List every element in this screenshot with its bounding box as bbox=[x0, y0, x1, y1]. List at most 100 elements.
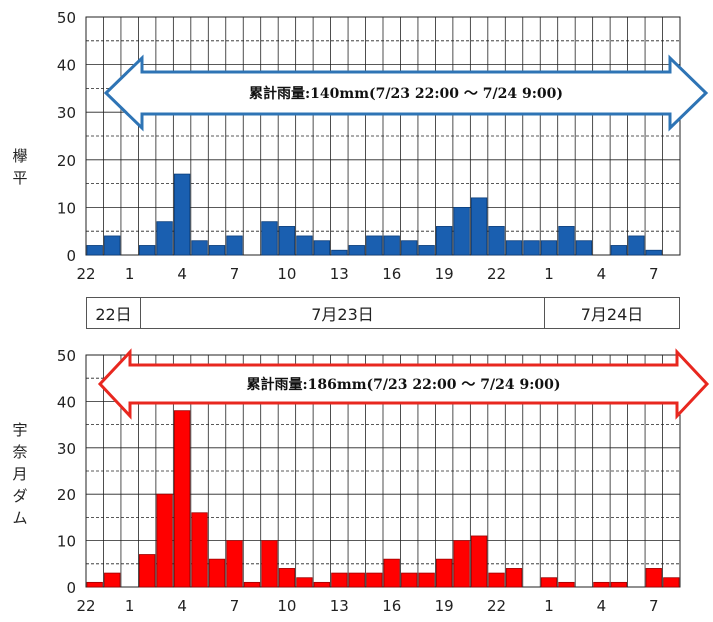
y-tick-label: 30 bbox=[57, 104, 76, 122]
rain-bar bbox=[366, 572, 383, 588]
station-label-char: 欅 bbox=[12, 147, 27, 165]
station-label-char: 奈 bbox=[12, 443, 27, 461]
y-tick-label: 0 bbox=[66, 247, 76, 265]
x-tick-label: 7 bbox=[230, 597, 240, 615]
x-tick-label: 22 bbox=[487, 597, 506, 615]
rain-bar bbox=[208, 558, 226, 588]
rain-bar bbox=[173, 410, 191, 588]
x-tick-label: 22 bbox=[487, 265, 506, 283]
cumulative-rainfall-annotation: 累計雨量:186mm(7/23 22:00 ～ 7/24 9:00) bbox=[247, 376, 561, 393]
y-tick-label: 40 bbox=[57, 393, 76, 411]
rain-bar bbox=[401, 240, 418, 256]
y-tick-label: 10 bbox=[57, 533, 76, 551]
rain-bar bbox=[453, 540, 470, 588]
x-tick-label: 1 bbox=[544, 597, 554, 615]
station-label-char: 平 bbox=[12, 169, 27, 187]
rain-bar bbox=[261, 540, 278, 588]
station-label-char: ダ bbox=[12, 487, 27, 505]
rain-bar bbox=[86, 245, 103, 256]
x-tick-label: 19 bbox=[435, 597, 454, 615]
x-tick-label: 7 bbox=[230, 265, 240, 283]
rain-bar bbox=[278, 568, 296, 588]
rain-bar bbox=[348, 245, 365, 256]
rain-bar bbox=[575, 240, 593, 256]
cumulative-period-arrow bbox=[103, 54, 709, 132]
y-tick-label: 10 bbox=[57, 199, 76, 217]
rain-bar bbox=[331, 572, 348, 588]
station-label-char: 月 bbox=[12, 465, 27, 483]
x-tick-label: 13 bbox=[330, 597, 349, 615]
rain-bar bbox=[348, 572, 365, 588]
x-tick-label: 19 bbox=[435, 265, 454, 283]
rain-bar bbox=[173, 173, 191, 256]
rain-bar bbox=[470, 197, 488, 256]
rain-bar bbox=[645, 568, 662, 588]
x-tick-label: 7 bbox=[649, 597, 659, 615]
rain-bar bbox=[139, 245, 156, 256]
rain-bar bbox=[366, 235, 383, 256]
rain-bar bbox=[453, 206, 470, 256]
rain-bar bbox=[261, 221, 278, 256]
rain-bar bbox=[418, 245, 435, 256]
x-tick-label: 1 bbox=[125, 265, 135, 283]
y-tick-label: 30 bbox=[57, 440, 76, 458]
rain-bar bbox=[488, 572, 505, 588]
rain-bar bbox=[436, 226, 453, 256]
rain-bar bbox=[610, 581, 627, 588]
rain-bar bbox=[628, 235, 645, 256]
x-tick-label: 4 bbox=[177, 265, 187, 283]
rain-bar bbox=[401, 572, 418, 588]
x-tick-label: 1 bbox=[544, 265, 554, 283]
x-tick-label: 16 bbox=[382, 597, 401, 615]
y-tick-label: 40 bbox=[57, 57, 76, 75]
x-tick-label: 4 bbox=[597, 265, 607, 283]
rain-bar bbox=[243, 581, 261, 588]
rain-bar bbox=[505, 568, 523, 588]
y-tick-label: 0 bbox=[66, 579, 76, 597]
x-tick-label: 22 bbox=[76, 265, 95, 283]
rain-bar bbox=[208, 245, 226, 256]
rain-bar bbox=[488, 226, 505, 256]
date-label-22: 22日 bbox=[86, 297, 141, 329]
rain-bar bbox=[593, 581, 610, 588]
rain-bar bbox=[226, 235, 243, 256]
cumulative-rainfall-annotation: 累計雨量:140mm(7/23 22:00 ～ 7/24 9:00) bbox=[249, 85, 563, 102]
x-tick-label: 10 bbox=[277, 597, 296, 615]
rain-bar bbox=[313, 240, 330, 256]
rain-bar bbox=[418, 572, 435, 588]
rain-bar bbox=[331, 249, 348, 256]
rain-bar bbox=[296, 235, 313, 256]
x-tick-label: 4 bbox=[597, 597, 607, 615]
rain-bar bbox=[296, 577, 313, 588]
rain-bar bbox=[104, 235, 121, 256]
rain-bar bbox=[540, 240, 558, 256]
rain-bar bbox=[610, 245, 627, 256]
rain-bar bbox=[156, 493, 173, 588]
rain-bar bbox=[436, 558, 453, 588]
y-tick-label: 50 bbox=[57, 347, 76, 365]
rain-bar bbox=[191, 240, 208, 256]
y-tick-label: 20 bbox=[57, 486, 76, 504]
x-tick-label: 1 bbox=[125, 597, 135, 615]
rain-bar bbox=[278, 226, 296, 256]
y-tick-label: 20 bbox=[57, 152, 76, 170]
x-tick-label: 13 bbox=[330, 265, 349, 283]
rain-bar bbox=[383, 558, 400, 588]
rain-bar bbox=[156, 221, 173, 256]
station-label-char: 宇 bbox=[12, 421, 27, 439]
rain-bar bbox=[505, 240, 523, 256]
rain-bar bbox=[558, 581, 575, 588]
rain-bar bbox=[558, 226, 575, 256]
date-label-24: 7月24日 bbox=[544, 297, 680, 329]
rain-bar bbox=[313, 581, 330, 588]
x-tick-label: 10 bbox=[277, 265, 296, 283]
rain-bar bbox=[86, 581, 103, 588]
rain-bar bbox=[226, 540, 243, 588]
rain-bar bbox=[663, 577, 680, 588]
x-tick-label: 16 bbox=[382, 265, 401, 283]
station-label-char: ム bbox=[12, 509, 27, 527]
rain-bar bbox=[191, 512, 208, 588]
rain-bar bbox=[383, 235, 400, 256]
